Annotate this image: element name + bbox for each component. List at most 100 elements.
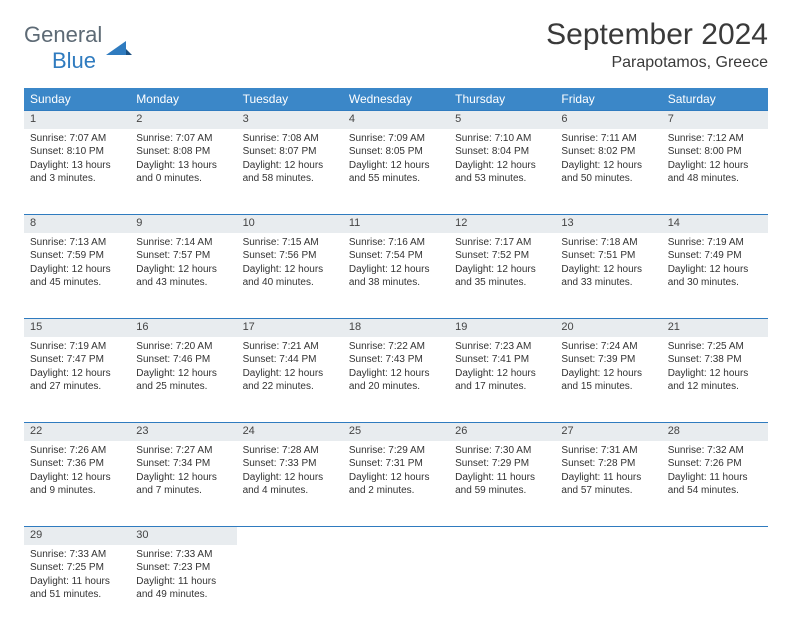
logo-word-blue: Blue bbox=[24, 48, 96, 73]
day-info-cell: Sunrise: 7:10 AMSunset: 8:04 PMDaylight:… bbox=[449, 129, 555, 215]
sunset-text: Sunset: 7:38 PM bbox=[668, 353, 762, 367]
day-info-cell: Sunrise: 7:24 AMSunset: 7:39 PMDaylight:… bbox=[555, 337, 661, 423]
day-number-cell: 29 bbox=[24, 527, 130, 545]
sunrise-text: Sunrise: 7:25 AM bbox=[668, 340, 762, 354]
day-number-cell bbox=[343, 527, 449, 545]
sunset-text: Sunset: 7:31 PM bbox=[349, 457, 443, 471]
day-info-cell: Sunrise: 7:12 AMSunset: 8:00 PMDaylight:… bbox=[662, 129, 768, 215]
daylight-text: Daylight: 12 hours and 58 minutes. bbox=[243, 159, 337, 186]
day-info-cell: Sunrise: 7:07 AMSunset: 8:08 PMDaylight:… bbox=[130, 129, 236, 215]
day-number-cell: 19 bbox=[449, 319, 555, 337]
daylight-text: Daylight: 12 hours and 7 minutes. bbox=[136, 471, 230, 498]
sunset-text: Sunset: 7:59 PM bbox=[30, 249, 124, 263]
daylight-text: Daylight: 12 hours and 55 minutes. bbox=[349, 159, 443, 186]
day-info-cell: Sunrise: 7:21 AMSunset: 7:44 PMDaylight:… bbox=[237, 337, 343, 423]
day-number-cell: 14 bbox=[662, 215, 768, 233]
day-info-cell: Sunrise: 7:15 AMSunset: 7:56 PMDaylight:… bbox=[237, 233, 343, 319]
logo-text: General Blue bbox=[24, 22, 102, 74]
day-number-row: 1234567 bbox=[24, 111, 768, 129]
sunset-text: Sunset: 7:25 PM bbox=[30, 561, 124, 575]
sunset-text: Sunset: 7:28 PM bbox=[561, 457, 655, 471]
sunrise-text: Sunrise: 7:23 AM bbox=[455, 340, 549, 354]
day-number-cell: 1 bbox=[24, 111, 130, 129]
sunrise-text: Sunrise: 7:14 AM bbox=[136, 236, 230, 250]
day-number-cell: 11 bbox=[343, 215, 449, 233]
day-info-cell: Sunrise: 7:17 AMSunset: 7:52 PMDaylight:… bbox=[449, 233, 555, 319]
sunset-text: Sunset: 8:10 PM bbox=[30, 145, 124, 159]
day-number-cell: 6 bbox=[555, 111, 661, 129]
day-info-cell: Sunrise: 7:33 AMSunset: 7:25 PMDaylight:… bbox=[24, 545, 130, 631]
sunrise-text: Sunrise: 7:31 AM bbox=[561, 444, 655, 458]
daylight-text: Daylight: 12 hours and 15 minutes. bbox=[561, 367, 655, 394]
day-info-row: Sunrise: 7:19 AMSunset: 7:47 PMDaylight:… bbox=[24, 337, 768, 423]
sunset-text: Sunset: 7:43 PM bbox=[349, 353, 443, 367]
day-number-cell: 8 bbox=[24, 215, 130, 233]
logo: General Blue bbox=[24, 18, 132, 74]
sunset-text: Sunset: 7:46 PM bbox=[136, 353, 230, 367]
day-info-cell: Sunrise: 7:19 AMSunset: 7:47 PMDaylight:… bbox=[24, 337, 130, 423]
sunset-text: Sunset: 7:26 PM bbox=[668, 457, 762, 471]
weekday-header-row: SundayMondayTuesdayWednesdayThursdayFrid… bbox=[24, 88, 768, 111]
weekday-header: Saturday bbox=[662, 88, 768, 111]
sunset-text: Sunset: 8:08 PM bbox=[136, 145, 230, 159]
daylight-text: Daylight: 12 hours and 50 minutes. bbox=[561, 159, 655, 186]
day-number-cell: 24 bbox=[237, 423, 343, 441]
month-title: September 2024 bbox=[546, 18, 768, 52]
sunrise-text: Sunrise: 7:16 AM bbox=[349, 236, 443, 250]
sunrise-text: Sunrise: 7:11 AM bbox=[561, 132, 655, 146]
title-block: September 2024 Parapotamos, Greece bbox=[546, 18, 768, 72]
daylight-text: Daylight: 12 hours and 45 minutes. bbox=[30, 263, 124, 290]
daylight-text: Daylight: 11 hours and 51 minutes. bbox=[30, 575, 124, 602]
daylight-text: Daylight: 12 hours and 20 minutes. bbox=[349, 367, 443, 394]
weekday-header: Sunday bbox=[24, 88, 130, 111]
day-info-cell: Sunrise: 7:32 AMSunset: 7:26 PMDaylight:… bbox=[662, 441, 768, 527]
sunrise-text: Sunrise: 7:20 AM bbox=[136, 340, 230, 354]
sunset-text: Sunset: 7:56 PM bbox=[243, 249, 337, 263]
day-number-cell bbox=[449, 527, 555, 545]
day-number-cell: 9 bbox=[130, 215, 236, 233]
day-number-cell: 18 bbox=[343, 319, 449, 337]
day-number-cell: 28 bbox=[662, 423, 768, 441]
day-number-cell: 17 bbox=[237, 319, 343, 337]
day-number-cell bbox=[237, 527, 343, 545]
day-info-row: Sunrise: 7:13 AMSunset: 7:59 PMDaylight:… bbox=[24, 233, 768, 319]
sunrise-text: Sunrise: 7:24 AM bbox=[561, 340, 655, 354]
location: Parapotamos, Greece bbox=[546, 54, 768, 72]
day-info-cell bbox=[662, 545, 768, 631]
day-info-cell bbox=[343, 545, 449, 631]
sunset-text: Sunset: 7:29 PM bbox=[455, 457, 549, 471]
sunrise-text: Sunrise: 7:18 AM bbox=[561, 236, 655, 250]
daylight-text: Daylight: 12 hours and 53 minutes. bbox=[455, 159, 549, 186]
sunrise-text: Sunrise: 7:32 AM bbox=[668, 444, 762, 458]
daylight-text: Daylight: 12 hours and 40 minutes. bbox=[243, 263, 337, 290]
day-info-cell: Sunrise: 7:27 AMSunset: 7:34 PMDaylight:… bbox=[130, 441, 236, 527]
sunset-text: Sunset: 7:39 PM bbox=[561, 353, 655, 367]
daylight-text: Daylight: 12 hours and 48 minutes. bbox=[668, 159, 762, 186]
daylight-text: Daylight: 11 hours and 54 minutes. bbox=[668, 471, 762, 498]
weekday-header: Friday bbox=[555, 88, 661, 111]
sunrise-text: Sunrise: 7:19 AM bbox=[30, 340, 124, 354]
sunrise-text: Sunrise: 7:19 AM bbox=[668, 236, 762, 250]
day-number-row: 22232425262728 bbox=[24, 423, 768, 441]
sunset-text: Sunset: 8:00 PM bbox=[668, 145, 762, 159]
daylight-text: Daylight: 11 hours and 49 minutes. bbox=[136, 575, 230, 602]
sunset-text: Sunset: 8:07 PM bbox=[243, 145, 337, 159]
day-number-cell: 15 bbox=[24, 319, 130, 337]
calendar-body: 1234567Sunrise: 7:07 AMSunset: 8:10 PMDa… bbox=[24, 111, 768, 631]
daylight-text: Daylight: 12 hours and 35 minutes. bbox=[455, 263, 549, 290]
daylight-text: Daylight: 13 hours and 0 minutes. bbox=[136, 159, 230, 186]
day-number-cell: 21 bbox=[662, 319, 768, 337]
day-info-cell: Sunrise: 7:33 AMSunset: 7:23 PMDaylight:… bbox=[130, 545, 236, 631]
sunrise-text: Sunrise: 7:26 AM bbox=[30, 444, 124, 458]
day-number-cell: 25 bbox=[343, 423, 449, 441]
sunrise-text: Sunrise: 7:27 AM bbox=[136, 444, 230, 458]
sunrise-text: Sunrise: 7:33 AM bbox=[136, 548, 230, 562]
day-number-cell: 27 bbox=[555, 423, 661, 441]
sunset-text: Sunset: 7:23 PM bbox=[136, 561, 230, 575]
daylight-text: Daylight: 12 hours and 43 minutes. bbox=[136, 263, 230, 290]
day-info-row: Sunrise: 7:07 AMSunset: 8:10 PMDaylight:… bbox=[24, 129, 768, 215]
sunrise-text: Sunrise: 7:08 AM bbox=[243, 132, 337, 146]
daylight-text: Daylight: 11 hours and 59 minutes. bbox=[455, 471, 549, 498]
day-number-cell bbox=[555, 527, 661, 545]
day-info-cell: Sunrise: 7:18 AMSunset: 7:51 PMDaylight:… bbox=[555, 233, 661, 319]
